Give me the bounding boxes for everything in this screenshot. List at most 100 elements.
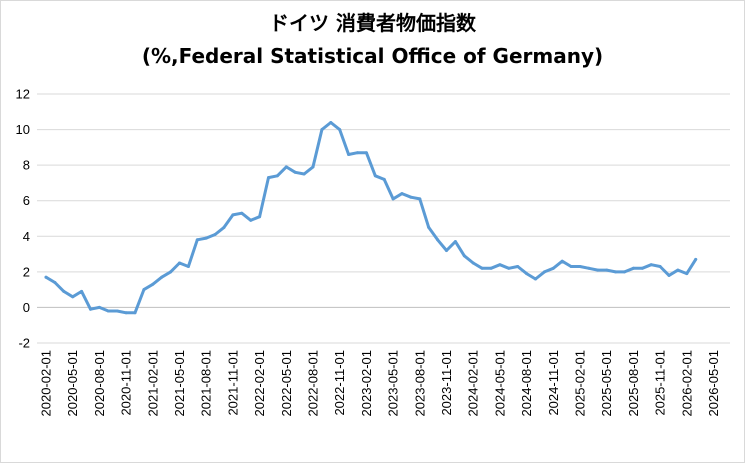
x-tick-label: 2020-02-01 <box>39 350 54 417</box>
data-point <box>525 272 529 276</box>
data-point <box>445 249 448 252</box>
y-tick-label: 4 <box>23 229 30 244</box>
x-tick-label: 2022-08-01 <box>306 350 321 417</box>
x-tick-label: 2022-11-01 <box>332 350 347 416</box>
data-point <box>320 128 324 132</box>
x-tick-label: 2024-05-01 <box>492 350 507 417</box>
data-point <box>329 121 333 124</box>
data-point <box>302 172 306 176</box>
data-point <box>685 272 689 276</box>
data-point <box>667 273 671 277</box>
y-tick-label: 12 <box>16 87 30 102</box>
x-tick-label: 2023-02-01 <box>359 350 374 417</box>
data-point <box>631 266 635 270</box>
data-point <box>658 265 662 268</box>
x-tick-label: 2021-05-01 <box>172 350 187 417</box>
data-point <box>427 225 431 229</box>
data-point <box>551 266 555 270</box>
x-axis-tick-labels: 2020-02-01 2020-05-01 2020-08-01 2020-11-01… <box>39 350 722 417</box>
data-point <box>356 151 359 155</box>
data-point <box>169 270 173 274</box>
y-tick-label: 0 <box>23 300 30 315</box>
data-point <box>124 311 128 315</box>
data-point <box>249 218 253 222</box>
y-tick-label: 10 <box>16 122 30 137</box>
data-point <box>578 265 582 268</box>
data-point <box>453 240 457 244</box>
series-line <box>44 121 698 315</box>
data-point <box>275 174 279 178</box>
data-point <box>258 215 262 219</box>
data-point <box>80 289 84 293</box>
x-tick-label: 2023-11-01 <box>439 350 454 416</box>
data-point <box>623 270 626 274</box>
data-point <box>222 225 226 229</box>
data-point <box>560 259 564 263</box>
data-point <box>133 311 137 315</box>
data-point <box>507 266 511 270</box>
data-point <box>471 261 475 265</box>
data-point <box>542 270 546 274</box>
gridlines <box>37 93 730 344</box>
x-tick-label: 2023-05-01 <box>386 350 401 417</box>
x-tick-label: 2025-11-01 <box>653 350 668 416</box>
chart-title: ドイツ 消費者物価指数 <box>269 11 476 35</box>
data-point <box>373 174 377 178</box>
data-point <box>53 281 57 284</box>
x-tick-label: 2026-02-01 <box>679 350 694 417</box>
data-point <box>195 238 199 242</box>
data-point <box>106 309 110 313</box>
data-point <box>614 270 618 274</box>
series-lines <box>44 121 698 315</box>
x-tick-label: 2024-11-01 <box>546 350 561 416</box>
data-point <box>178 261 181 265</box>
data-point <box>71 295 75 299</box>
y-tick-label: -2 <box>18 336 30 351</box>
y-tick-label: 2 <box>23 264 30 279</box>
x-tick-label: 2022-02-01 <box>252 350 267 417</box>
data-point <box>418 197 422 201</box>
data-point <box>267 176 270 180</box>
x-tick-label: 2021-08-01 <box>199 350 214 417</box>
data-point <box>640 266 644 270</box>
data-point <box>204 236 208 240</box>
data-point <box>391 197 395 201</box>
data-point <box>115 309 119 313</box>
y-axis-tick-labels: 12 10 8 6 4 2 0 -2 <box>16 87 30 351</box>
data-point <box>605 268 609 272</box>
x-tick-label: 2025-02-01 <box>573 350 588 417</box>
data-point <box>489 266 493 270</box>
data-point <box>676 268 680 272</box>
data-point <box>409 195 413 199</box>
data-point <box>284 165 288 169</box>
data-point <box>649 263 653 267</box>
data-point <box>311 165 315 169</box>
data-point <box>44 275 48 279</box>
chart-subtitle: (%,Federal Statistical Office of Germany… <box>141 44 604 68</box>
x-tick-label: 2025-08-01 <box>626 350 641 417</box>
y-tick-label: 6 <box>23 193 30 208</box>
data-point <box>534 277 537 281</box>
x-tick-label: 2021-02-01 <box>145 350 160 417</box>
data-point <box>62 289 66 293</box>
data-point <box>596 268 600 272</box>
data-point <box>516 265 520 268</box>
data-point <box>293 170 297 174</box>
data-point <box>186 265 190 268</box>
data-point <box>480 266 484 270</box>
x-tick-label: 2026-05-01 <box>706 350 721 417</box>
x-tick-label: 2021-11-01 <box>225 350 240 416</box>
data-point <box>347 153 351 156</box>
data-point <box>89 307 92 311</box>
data-point <box>142 288 146 292</box>
x-tick-label: 2020-05-01 <box>65 350 80 417</box>
x-tick-label: 2020-08-01 <box>92 350 107 417</box>
x-tick-label: 2024-08-01 <box>519 350 534 417</box>
x-tick-label: 2020-11-01 <box>119 350 134 416</box>
data-point <box>382 177 386 181</box>
data-point <box>151 282 155 286</box>
data-point <box>400 192 404 196</box>
x-tick-label: 2025-05-01 <box>599 350 614 417</box>
